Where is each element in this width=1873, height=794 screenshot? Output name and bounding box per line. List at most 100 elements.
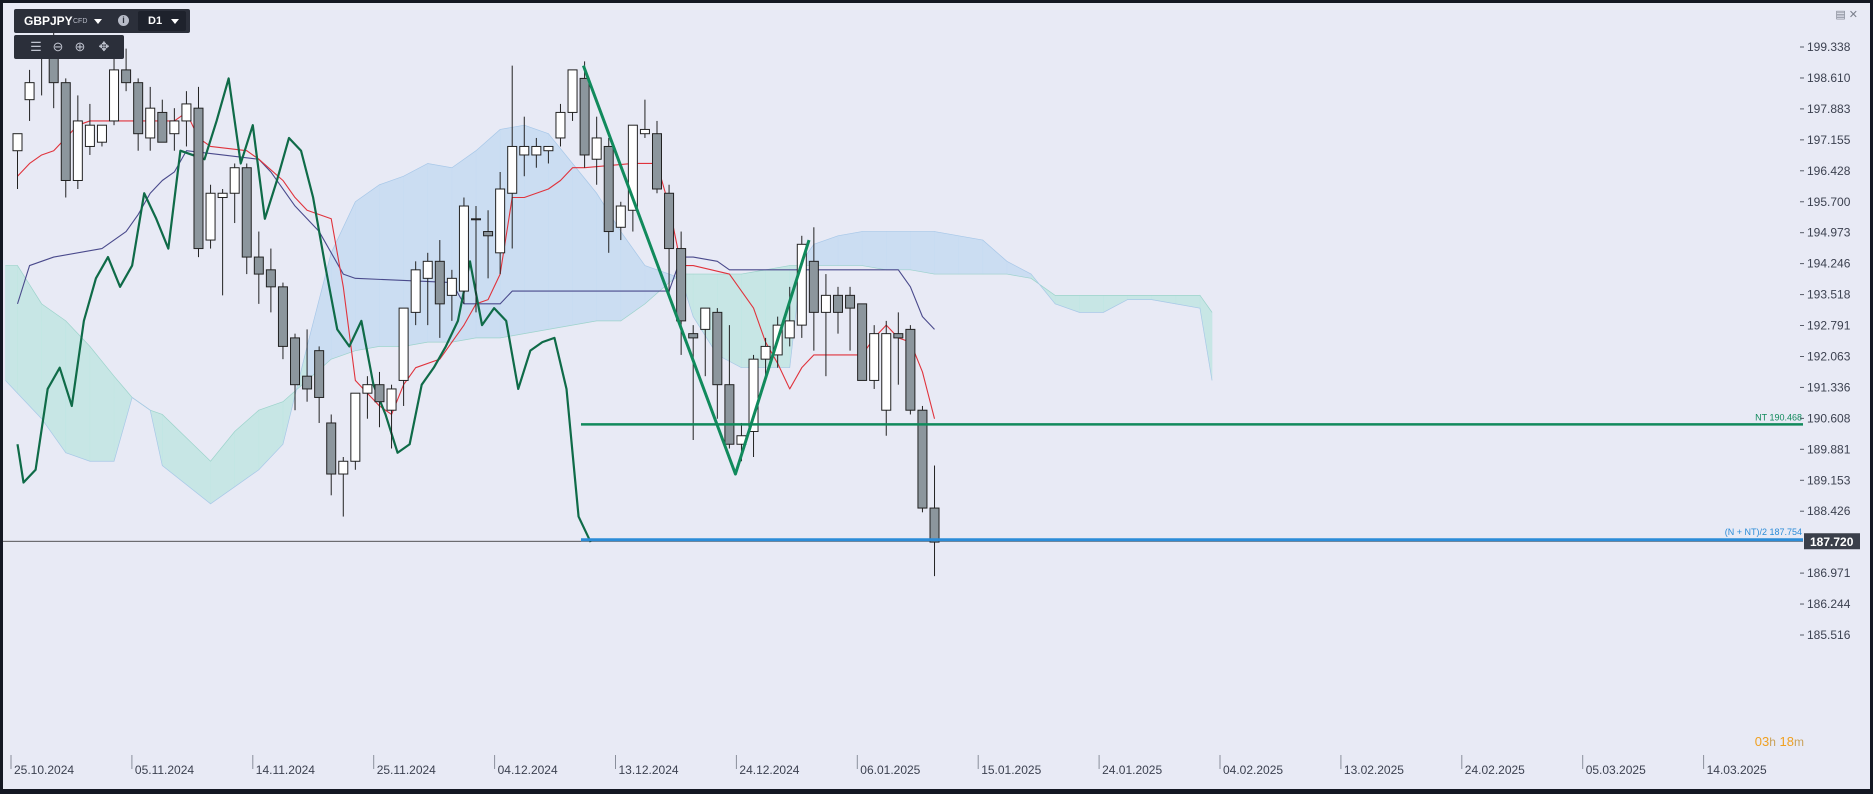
- y-tick-label: 192.063: [1807, 349, 1851, 363]
- candle-body: [398, 307, 409, 381]
- candle: [724, 325, 735, 449]
- ichimoku-cloud-segment: [89, 345, 115, 462]
- symbol-selector[interactable]: GBPJPY: [24, 14, 73, 28]
- candle: [72, 95, 83, 190]
- candle-body: [857, 303, 868, 381]
- candle: [917, 405, 928, 513]
- y-tick-label: 191.336: [1807, 380, 1851, 394]
- ichimoku-cloud-segment: [330, 201, 356, 360]
- candle: [181, 91, 192, 147]
- candle: [290, 333, 301, 411]
- window-controls: ▤ ✕: [1835, 8, 1858, 21]
- candle: [832, 286, 843, 334]
- candle-body: [820, 294, 831, 313]
- y-tick-label: 186.971: [1807, 566, 1851, 580]
- y-tick-label: 198.610: [1807, 71, 1851, 85]
- chevron-down-icon[interactable]: [94, 19, 102, 24]
- ichimoku-cloud-segment: [258, 401, 284, 471]
- candle-body: [579, 77, 590, 156]
- candle: [422, 252, 433, 326]
- candle-body: [181, 103, 192, 122]
- candle-body: [483, 231, 494, 237]
- candle-body: [555, 111, 566, 139]
- y-tick-label: 192.791: [1807, 319, 1851, 333]
- zigzag-pattern-line: [581, 65, 811, 476]
- zoom-in-icon[interactable]: ⊕: [74, 39, 86, 54]
- x-tick-label: 05.03.2025: [1586, 763, 1646, 777]
- candle: [229, 163, 240, 224]
- candlestick-chart[interactable]: NT 190.468 (N + NT)/2 187.754 199.338 198.6…: [3, 3, 1870, 789]
- y-tick-label: 194.246: [1807, 257, 1851, 271]
- crosshair-icon[interactable]: ☰: [30, 39, 42, 54]
- candle-body: [193, 107, 204, 250]
- candle: [24, 69, 35, 121]
- candle-body: [808, 260, 819, 313]
- candle: [664, 184, 675, 296]
- tools-bar: ☰ ⊖ ⊕ ✥: [14, 35, 124, 59]
- chart-toolbar: GBPJPY CFD i D1 ☰ ⊖ ⊕ ✥: [14, 9, 190, 61]
- zoom-out-icon[interactable]: ⊖: [52, 39, 64, 54]
- candle: [302, 329, 313, 402]
- candle-body: [157, 111, 168, 143]
- candle: [591, 116, 602, 185]
- candle-body: [241, 167, 252, 258]
- candle-body: [905, 328, 916, 411]
- chevron-down-icon[interactable]: [171, 19, 179, 24]
- candle: [458, 197, 469, 304]
- candle-body: [12, 133, 23, 152]
- timeframe-selector[interactable]: D1: [138, 11, 186, 31]
- x-tick-label: 24.12.2024: [739, 763, 799, 777]
- restore-icon[interactable]: ▤: [1835, 9, 1846, 21]
- candle-body: [290, 337, 301, 386]
- candle-body: [917, 409, 928, 509]
- candle: [543, 145, 554, 164]
- ichimoku-cloud-segment: [982, 239, 1008, 275]
- candle: [808, 227, 819, 351]
- candle: [651, 120, 662, 194]
- candle-body: [543, 145, 554, 152]
- candle-body: [338, 460, 349, 475]
- candle-body: [495, 188, 506, 254]
- candle: [265, 248, 276, 313]
- candle-body: [712, 311, 723, 386]
- candle-body: [651, 133, 662, 190]
- candle: [627, 124, 638, 232]
- candle-body: [796, 243, 807, 326]
- candle: [374, 371, 385, 428]
- candle-body: [639, 128, 650, 135]
- ichimoku-cloud-segment: [161, 413, 211, 505]
- candle-body: [458, 205, 469, 292]
- candle: [820, 274, 831, 377]
- ichimoku-cloud-segment: [548, 132, 573, 330]
- ichimoku-cloud-segment: [1127, 295, 1153, 300]
- candle: [869, 325, 880, 389]
- candle-body: [277, 286, 288, 347]
- candle-body: [84, 124, 95, 147]
- candle-body: [471, 218, 482, 221]
- y-tick-label: 185.516: [1807, 628, 1851, 642]
- candle: [338, 457, 349, 517]
- ichimoku-cloud-segment: [1054, 295, 1080, 313]
- x-tick-label: 24.01.2025: [1102, 763, 1162, 777]
- info-icon[interactable]: i: [118, 15, 129, 26]
- x-tick-label: 25.11.2024: [377, 763, 436, 777]
- move-icon[interactable]: ✥: [98, 39, 110, 54]
- candle: [483, 210, 494, 279]
- candle-body: [627, 124, 638, 211]
- candle-body: [24, 82, 35, 101]
- candle: [796, 235, 807, 338]
- candle: [700, 307, 711, 377]
- candle: [519, 116, 530, 177]
- candle-body: [133, 82, 144, 135]
- candle-body: [603, 145, 614, 233]
- close-icon[interactable]: ✕: [1848, 9, 1858, 21]
- candle-body: [869, 333, 880, 381]
- candle: [712, 308, 723, 419]
- candle: [398, 307, 409, 406]
- candle-body: [507, 145, 518, 194]
- candle-body: [893, 333, 904, 339]
- candle-body: [362, 384, 373, 394]
- candle-body: [676, 248, 687, 322]
- y-tick-label: 199.338: [1807, 40, 1851, 54]
- senkou-span-b: [5, 124, 1213, 505]
